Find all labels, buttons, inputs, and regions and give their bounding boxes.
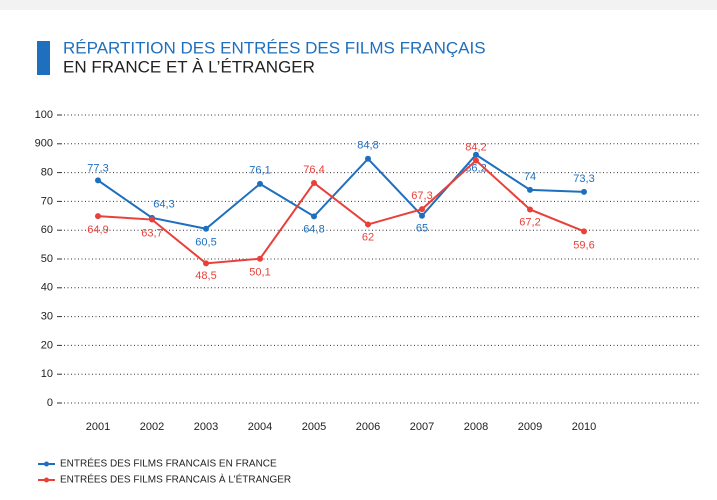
legend-dot [44, 461, 49, 467]
x-tick-label: 2009 [518, 421, 542, 433]
point [419, 206, 425, 213]
data-label: 62 [362, 231, 374, 243]
point [311, 213, 317, 220]
point [581, 188, 587, 195]
point [365, 155, 371, 162]
point [473, 151, 479, 158]
point [203, 260, 209, 267]
title-marker [37, 41, 50, 75]
point [581, 228, 587, 235]
data-label: 76,1 [249, 165, 270, 177]
y-tick-label: 50 [41, 253, 53, 265]
data-label: 76,4 [303, 164, 324, 176]
data-label: 64,9 [87, 224, 108, 236]
y-tick-label: 40 [41, 282, 53, 294]
y-tick-label: 900 [35, 138, 53, 150]
series-line [97, 159, 585, 265]
point [527, 206, 533, 213]
point [257, 180, 263, 187]
legend-label: ENTRÉES DES FILMS FRANCAIS À L’ÉTRANGER [60, 473, 291, 486]
data-label: 67,3 [411, 190, 432, 202]
data-label: 59,6 [573, 239, 594, 251]
y-tick-label: 30 [41, 311, 53, 323]
y-tick-label: 0 [47, 397, 53, 409]
x-tick-label: 2001 [86, 421, 110, 433]
x-tick-label: 2008 [464, 421, 488, 433]
data-label: 73,3 [573, 173, 594, 185]
x-tick-label: 2010 [572, 421, 596, 433]
point [257, 255, 263, 262]
x-tick-label: 2005 [302, 421, 326, 433]
point [95, 213, 101, 220]
point [527, 186, 533, 193]
data-label: 84,8 [357, 140, 378, 152]
x-tick-label: 2002 [140, 421, 164, 433]
legend-label: ENTRÉES DES FILMS FRANCAIS EN FRANCE [60, 457, 277, 470]
point [149, 216, 155, 223]
point [365, 221, 371, 228]
x-tick-label: 2007 [410, 421, 434, 433]
y-tick-label: 60 [41, 224, 53, 236]
chart-title: RÉPARTITION DES ENTRÉES DES FILMS FRANÇA… [63, 38, 486, 57]
data-label: 63,7 [141, 227, 162, 239]
x-tick-label: 2004 [248, 421, 272, 433]
y-tick-label: 10 [41, 368, 53, 380]
data-label: 64,8 [303, 223, 324, 235]
data-label: 60,5 [195, 237, 216, 249]
chart-subtitle: EN FRANCE ET À L’ÉTRANGER [63, 57, 315, 76]
y-tick-label: 20 [41, 339, 53, 351]
point [203, 225, 209, 232]
point [419, 212, 425, 219]
data-label: 65 [416, 223, 428, 235]
x-tick-label: 2003 [194, 421, 218, 433]
x-tick-label: 2006 [356, 421, 380, 433]
data-label: 84,2 [465, 141, 486, 153]
data-label: 74 [524, 171, 536, 183]
y-tick-label: 100 [35, 109, 53, 121]
data-label: 48,5 [195, 270, 216, 282]
point [473, 157, 479, 164]
data-label: 50,1 [249, 267, 270, 279]
series-line [97, 153, 585, 230]
y-tick-label: 70 [41, 195, 53, 207]
legend-dot [44, 477, 49, 483]
point [311, 179, 317, 186]
data-label: 67,2 [519, 216, 540, 228]
data-label: 64,3 [153, 199, 174, 211]
data-label: 77,3 [87, 162, 108, 174]
point [95, 177, 101, 184]
top-band [0, 0, 717, 10]
y-tick-label: 80 [41, 167, 53, 179]
